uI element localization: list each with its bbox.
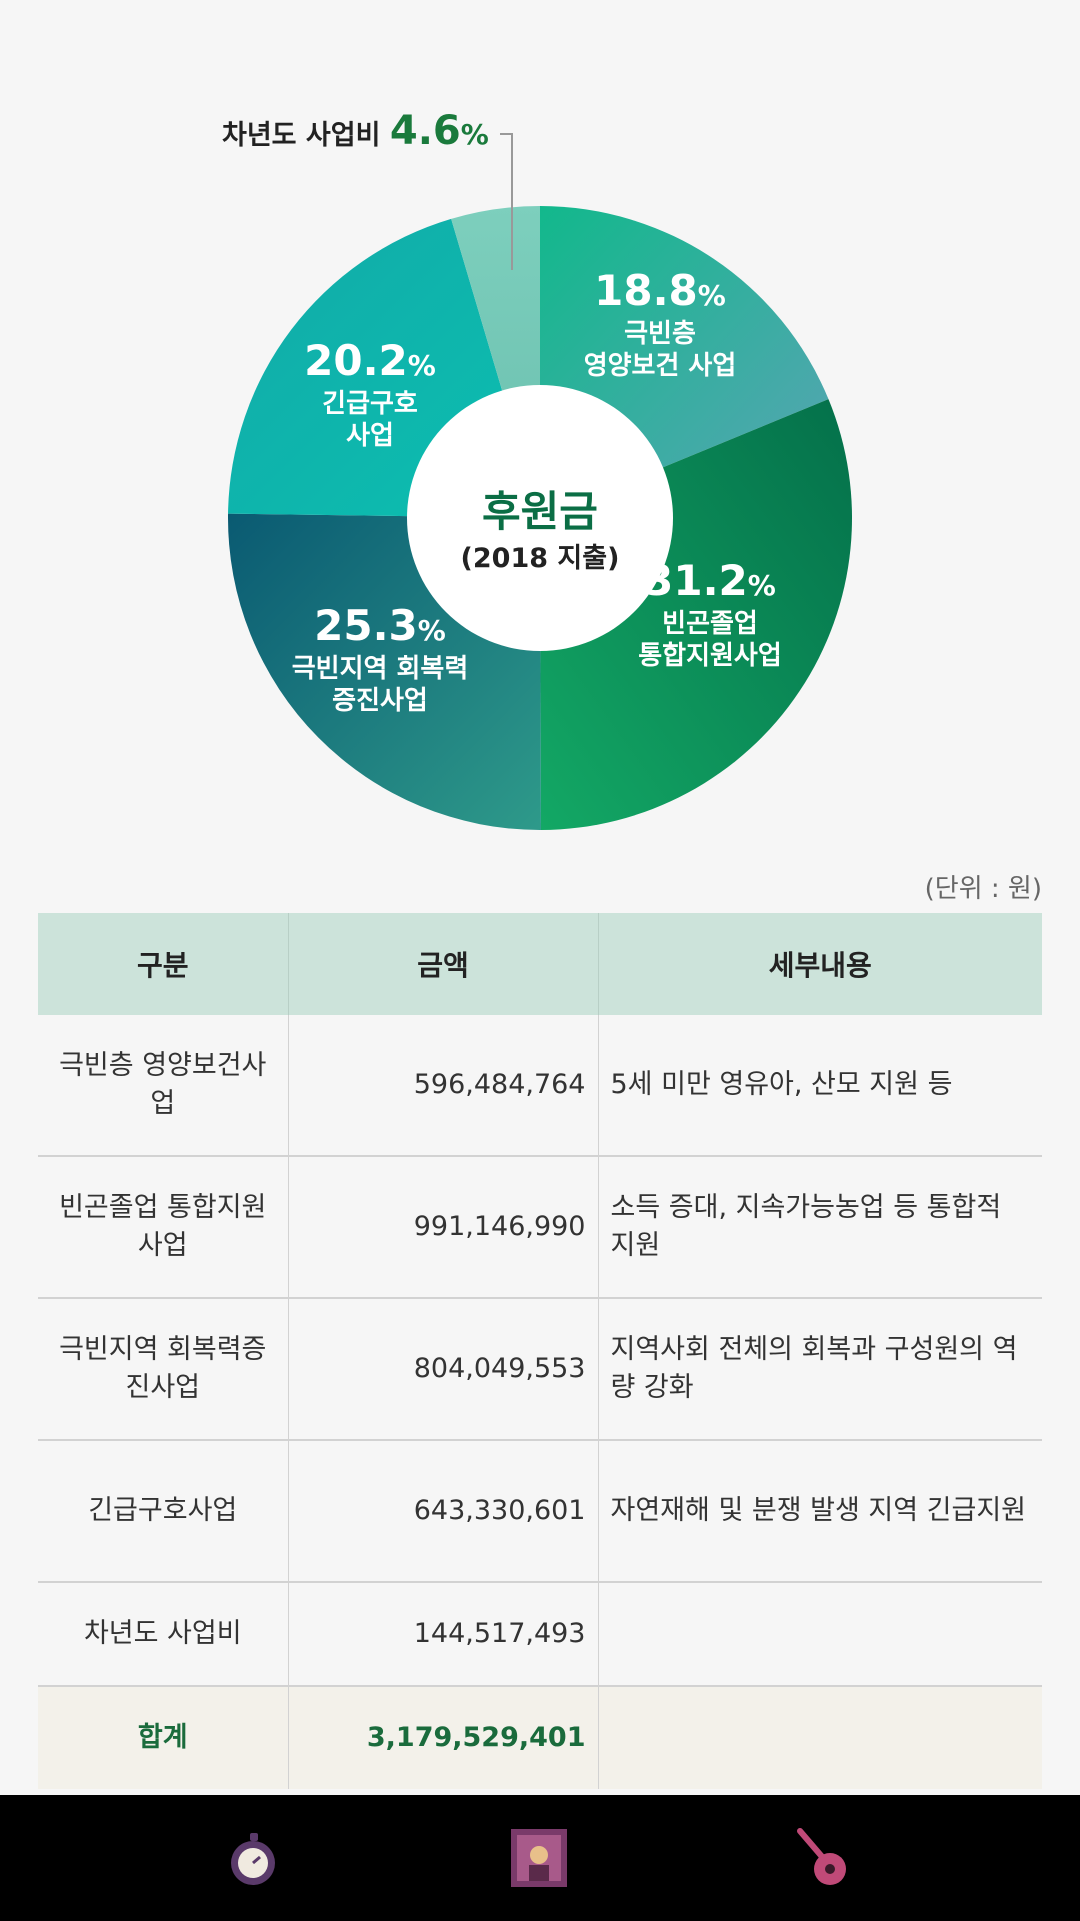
header-amount: 금액 bbox=[288, 913, 599, 1015]
cell-category: 차년도 사업비 bbox=[38, 1582, 289, 1687]
label-next-year-unit: % bbox=[460, 118, 489, 151]
slice-2-unit: % bbox=[417, 614, 446, 647]
slice-1-unit: % bbox=[747, 569, 776, 602]
table-row: 극빈지역 회복력증진사업 804,049,553 지역사회 전체의 회복과 구성… bbox=[38, 1298, 1042, 1441]
slice-1-value: 31.2 bbox=[644, 556, 748, 605]
slice-0-value: 18.8 bbox=[594, 266, 698, 315]
cell-category: 긴급구호사업 bbox=[38, 1440, 289, 1583]
cell-category: 극빈층 영양보건사업 bbox=[38, 1015, 289, 1157]
slice-1-name-line2: 통합지원사업 bbox=[638, 641, 782, 671]
total-amount: 3,179,529,401 bbox=[288, 1686, 599, 1789]
slice-3-name-line2: 사업 bbox=[346, 421, 394, 451]
table-header-row: 구분 금액 세부내용 bbox=[38, 913, 1042, 1015]
slice-2-value: 25.3 bbox=[314, 601, 418, 650]
cell-amount: 596,484,764 bbox=[288, 1015, 599, 1157]
label-slice-0: 18.8% 극빈층 영양보건 사업 bbox=[560, 265, 760, 383]
donut-hole bbox=[407, 385, 673, 651]
slice-1-name-line1: 빈곤졸업 bbox=[662, 608, 758, 639]
label-slice-3: 20.2% 긴급구호 사업 bbox=[270, 335, 470, 453]
cell-detail bbox=[598, 1582, 1042, 1687]
cell-amount: 144,517,493 bbox=[288, 1582, 599, 1687]
header-category: 구분 bbox=[38, 913, 289, 1015]
table-row: 차년도 사업비 144,517,493 bbox=[38, 1582, 1042, 1687]
table-row: 긴급구호사업 643,330,601 자연재해 및 분쟁 발생 지역 긴급지원 bbox=[38, 1440, 1042, 1583]
cell-detail: 자연재해 및 분쟁 발생 지역 긴급지원 bbox=[598, 1440, 1042, 1583]
label-next-year: 차년도 사업비 4.6% bbox=[222, 108, 489, 154]
slice-0-unit: % bbox=[697, 279, 726, 312]
cell-category: 빈곤졸업 통합지원사업 bbox=[38, 1156, 289, 1299]
cell-amount: 804,049,553 bbox=[288, 1298, 599, 1441]
table-row: 극빈층 영양보건사업 596,484,764 5세 미만 영유아, 산모 지원 … bbox=[38, 1015, 1042, 1157]
cell-detail: 소득 증대, 지속가능농업 등 통합적 지원 bbox=[598, 1156, 1042, 1299]
timer-icon[interactable] bbox=[220, 1823, 290, 1893]
bottom-nav-bar bbox=[0, 1795, 1080, 1921]
label-next-year-name: 차년도 사업비 bbox=[222, 120, 381, 151]
slice-2-name-line1: 극빈지역 회복력 bbox=[291, 653, 469, 684]
slice-3-name-line1: 긴급구호 bbox=[322, 388, 418, 419]
unit-note: (단위 : 원) bbox=[924, 874, 1042, 904]
donut-svg bbox=[227, 133, 852, 830]
label-slice-1: 31.2% 빈곤졸업 통합지원사업 bbox=[610, 555, 810, 673]
cell-category: 극빈지역 회복력증진사업 bbox=[38, 1298, 289, 1441]
label-next-year-value: 4.6 bbox=[389, 108, 461, 154]
header-detail: 세부내용 bbox=[598, 913, 1042, 1015]
slice-2-name-line2: 증진사업 bbox=[332, 686, 428, 716]
slice-0-name-line2: 영양보건 사업 bbox=[583, 351, 737, 381]
total-detail bbox=[598, 1686, 1042, 1789]
guitar-icon[interactable] bbox=[790, 1823, 860, 1893]
cell-amount: 991,146,990 bbox=[288, 1156, 599, 1299]
table-total-row: 합계 3,179,529,401 bbox=[38, 1686, 1042, 1789]
leader-line bbox=[500, 133, 513, 270]
cell-detail: 지역사회 전체의 회복과 구성원의 역량 강화 bbox=[598, 1298, 1042, 1441]
slice-3-value: 20.2 bbox=[304, 336, 408, 385]
cell-amount: 643,330,601 bbox=[288, 1440, 599, 1583]
donut-chart: 차년도 사업비 4.6% 18.8% 극빈층 영양보건 사업 31.2% 빈곤졸… bbox=[0, 0, 1080, 850]
expense-table: 구분 금액 세부내용 극빈층 영양보건사업 596,484,764 5세 미만 … bbox=[38, 913, 1042, 1789]
chart-subtitle: (2018 지출) bbox=[460, 543, 620, 574]
slice-0-name-line1: 극빈층 bbox=[624, 318, 696, 349]
slice-3-unit: % bbox=[407, 349, 436, 382]
portrait-icon[interactable] bbox=[505, 1823, 575, 1893]
total-label: 합계 bbox=[38, 1686, 289, 1789]
cell-detail: 5세 미만 영유아, 산모 지원 등 bbox=[598, 1015, 1042, 1157]
label-slice-2: 25.3% 극빈지역 회복력 증진사업 bbox=[270, 600, 490, 718]
table-row: 빈곤졸업 통합지원사업 991,146,990 소득 증대, 지속가능농업 등 … bbox=[38, 1156, 1042, 1299]
chart-title: 후원금 bbox=[482, 487, 598, 536]
